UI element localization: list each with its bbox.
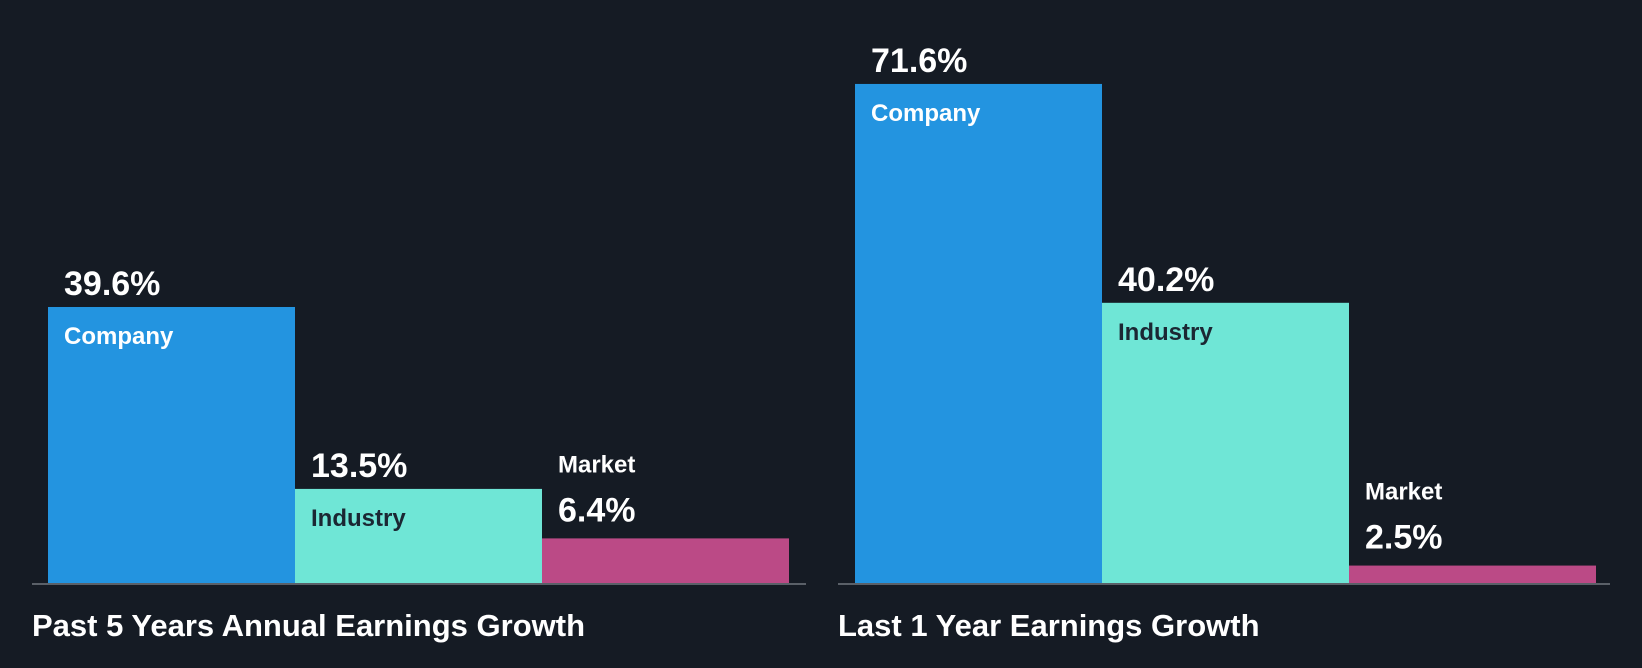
category-label-industry: Industry xyxy=(311,505,406,532)
value-label-market: 2.5% xyxy=(1365,519,1443,557)
category-label-market: Market xyxy=(558,451,635,478)
chart-title: Last 1 Year Earnings Growth xyxy=(838,608,1260,643)
chart-panel-1: 39.6% Company 13.5% Industry 6.4% Market Past … xyxy=(32,265,806,643)
bar-industry xyxy=(295,488,542,583)
chart-panels: 39.6% Company 13.5% Industry 6.4% Market Past … xyxy=(32,42,1610,643)
value-label-company: 71.6% xyxy=(871,42,967,80)
bar-market xyxy=(542,538,789,583)
category-label-company: Company xyxy=(64,323,174,350)
chart-panel-2: 71.6% Company 40.2% Industry 2.5% Market Last … xyxy=(838,42,1610,643)
value-label-market: 6.4% xyxy=(558,491,636,529)
bar-industry xyxy=(1102,302,1349,583)
value-label-industry: 40.2% xyxy=(1118,261,1214,299)
bar-company xyxy=(855,83,1102,583)
category-label-industry: Industry xyxy=(1118,319,1213,346)
value-label-company: 39.6% xyxy=(64,265,160,303)
value-label-industry: 13.5% xyxy=(311,447,407,485)
chart-title: Past 5 Years Annual Earnings Growth xyxy=(32,608,585,643)
category-label-company: Company xyxy=(871,100,981,127)
category-label-market: Market xyxy=(1365,479,1442,506)
bar-market xyxy=(1349,565,1596,583)
bar-company xyxy=(48,306,295,583)
